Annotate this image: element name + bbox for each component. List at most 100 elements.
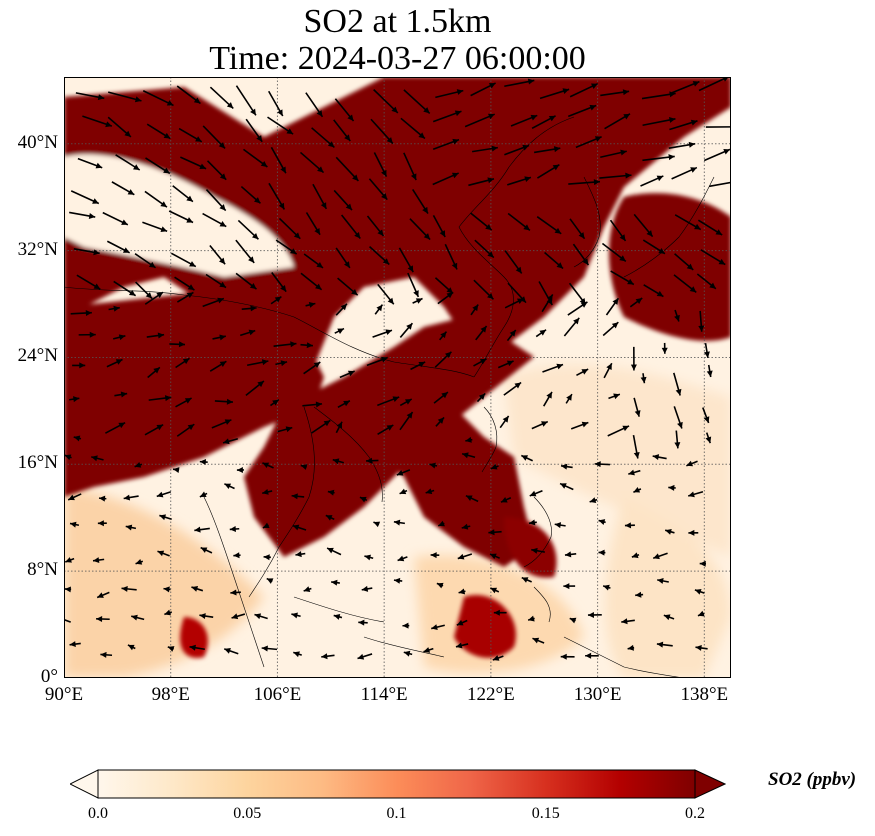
wind-arrow — [261, 645, 278, 652]
wind-arrow — [565, 393, 573, 404]
wind-arrow — [73, 248, 100, 256]
wind-arrow — [432, 172, 459, 186]
wind-arrow — [366, 356, 388, 367]
wind-arrow — [69, 396, 80, 403]
wind-arrow — [492, 655, 504, 661]
wind-arrow — [291, 493, 305, 500]
wind-arrow — [396, 469, 411, 476]
wind-arrow — [568, 179, 601, 186]
wind-arrow — [262, 488, 273, 495]
wind-arrow — [475, 325, 488, 341]
wind-arrow — [373, 152, 388, 177]
wind-arrow — [112, 334, 126, 341]
wind-arrow — [587, 611, 602, 618]
wind-arrow — [245, 118, 263, 143]
wind-arrow — [510, 114, 538, 127]
wind-arrow — [267, 116, 294, 135]
wind-arrow — [432, 214, 446, 238]
wind-arrow — [699, 560, 706, 567]
wind-arrow — [135, 558, 144, 565]
wind-arrow — [305, 301, 316, 308]
wind-arrow — [77, 157, 103, 169]
wind-arrow — [240, 185, 261, 204]
wind-arrow — [235, 272, 257, 290]
wind-arrow — [489, 553, 500, 560]
chart-subtitle-time: Time: 2024-03-27 06:00:00 — [209, 40, 586, 77]
wind-arrow — [300, 272, 323, 291]
wind-arrow — [610, 270, 635, 286]
wind-arrow — [246, 359, 269, 367]
wind-arrow — [461, 452, 476, 459]
wind-arrow — [434, 277, 454, 295]
x-tick-label: 90°E — [44, 684, 84, 705]
wind-arrow — [668, 141, 696, 149]
wind-arrow — [366, 457, 379, 464]
wind-arrow — [470, 212, 493, 231]
colorbar-tick-label: 0.2 — [685, 805, 705, 822]
wind-arrow — [69, 211, 96, 219]
wind-arrow — [474, 239, 495, 259]
wind-arrow — [541, 294, 554, 313]
wind-arrow — [311, 127, 335, 149]
wind-arrow — [377, 396, 400, 407]
wind-arrow — [206, 160, 227, 181]
wind-vectors — [64, 77, 731, 661]
wind-arrow — [275, 239, 298, 255]
wind-arrow — [235, 85, 257, 116]
wind-arrow — [125, 524, 137, 531]
wind-arrow — [91, 455, 104, 462]
wind-arrow — [430, 552, 440, 559]
wind-arrow — [663, 614, 675, 621]
wind-arrow — [266, 577, 274, 584]
wind-arrow — [168, 210, 194, 224]
wind-arrow — [209, 86, 234, 109]
wind-arrow — [100, 651, 113, 658]
wind-arrow — [64, 618, 71, 623]
x-tick-label: 114°E — [360, 684, 408, 705]
wind-arrow — [334, 98, 355, 122]
wind-arrow — [176, 291, 194, 303]
wind-arrow — [108, 91, 142, 103]
wind-arrow — [521, 576, 532, 583]
wind-arrow — [527, 615, 535, 622]
wind-arrow — [473, 358, 487, 367]
wind-arrow — [674, 214, 702, 231]
wind-arrow — [377, 424, 394, 436]
wind-arrow — [235, 239, 255, 264]
wind-arrow — [273, 341, 297, 348]
wind-arrow — [686, 460, 698, 467]
wind-arrow — [624, 522, 635, 529]
wind-arrow — [563, 583, 576, 590]
wind-arrow — [231, 613, 246, 620]
wind-arrow — [575, 136, 602, 149]
wind-arrow — [340, 214, 361, 240]
wind-arrow — [697, 219, 723, 236]
wind-arrow — [105, 421, 126, 434]
wind-arrow — [536, 216, 562, 235]
wind-arrow — [490, 587, 500, 594]
wind-arrow — [598, 549, 606, 556]
wind-arrow — [674, 309, 680, 322]
wind-arrow — [398, 247, 414, 273]
wind-arrow — [709, 181, 731, 188]
wind-arrow — [164, 609, 173, 616]
wind-arrow — [694, 588, 705, 595]
wind-arrow — [69, 521, 80, 528]
wind-arrow — [563, 317, 580, 337]
wind-arrow — [335, 421, 343, 434]
wind-arrow — [531, 547, 546, 554]
wind-arrow — [572, 243, 590, 266]
wind-arrow — [202, 212, 227, 228]
y-tick-label: 0° — [40, 666, 58, 687]
wind-arrow — [75, 92, 105, 101]
wind-arrow — [423, 647, 434, 653]
colorbar — [70, 769, 726, 799]
colorbar-label: SO2 (ppbv) — [768, 769, 857, 790]
wind-arrow — [393, 577, 403, 584]
wind-arrow — [585, 652, 599, 659]
wind-arrow — [435, 416, 445, 427]
wind-arrow — [113, 280, 137, 297]
wind-arrow — [178, 127, 203, 143]
wind-arrow — [364, 554, 374, 561]
wind-arrow — [374, 304, 384, 315]
